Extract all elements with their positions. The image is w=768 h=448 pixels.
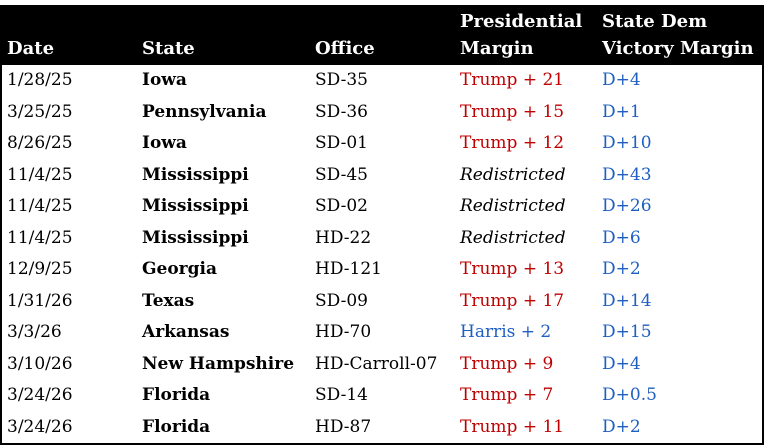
date-cell: 11/4/25 xyxy=(7,164,73,185)
date-cell: 3/3/26 xyxy=(7,322,62,342)
office-cell: SD-01 xyxy=(315,133,368,153)
table-row: 3/3/26 Arkansas HD-70 Harris + 2 D+15 xyxy=(2,317,762,349)
presidential-margin-cell: Trump + 15 xyxy=(460,101,565,122)
presidential-margin-cell: Trump + 21 xyxy=(460,70,565,90)
dem-victory-margin-cell: D+1 xyxy=(602,101,641,122)
date-cell: 12/9/25 xyxy=(7,259,73,279)
date-cell: 11/4/25 xyxy=(7,227,73,248)
dem-victory-margin-cell: D+43 xyxy=(602,164,652,185)
office-cell: HD-70 xyxy=(315,322,372,342)
table-row: 3/24/26 Florida HD-87 Trump + 11 D+2 xyxy=(2,412,762,444)
date-cell: 1/31/26 xyxy=(7,290,73,311)
dem-victory-margin-cell: D+0.5 xyxy=(602,385,657,405)
table-row: 12/9/25 Georgia HD-121 Trump + 13 D+2 xyxy=(2,254,762,286)
dem-victory-margin-cell: D+2 xyxy=(602,416,641,437)
date-cell: 1/28/25 xyxy=(7,70,73,90)
presidential-margin-cell: Redistricted xyxy=(460,227,566,248)
office-cell: HD-22 xyxy=(315,227,372,248)
elections-table: Date State Office Presidential Margin St… xyxy=(0,5,764,445)
presidential-margin-cell: Trump + 11 xyxy=(460,416,565,437)
dem-victory-margin-cell: D+4 xyxy=(602,353,641,374)
dem-victory-margin-cell: D+26 xyxy=(602,196,652,216)
presidential-margin-cell: Trump + 9 xyxy=(460,353,554,374)
header-state: State xyxy=(142,38,195,59)
date-cell: 8/26/25 xyxy=(7,133,73,153)
state-cell: Florida xyxy=(142,416,211,437)
state-cell: Florida xyxy=(142,385,211,405)
table-row: 11/4/25 Mississippi HD-22 Redistricted D+6 xyxy=(2,223,762,255)
table-row: 1/31/26 Texas SD-09 Trump + 17 D+14 xyxy=(2,286,762,318)
state-cell: Mississippi xyxy=(142,227,249,248)
dem-victory-margin-cell: D+10 xyxy=(602,133,652,153)
dem-victory-margin-cell: D+4 xyxy=(602,70,641,90)
office-cell: SD-45 xyxy=(315,164,368,185)
presidential-margin-cell: Trump + 17 xyxy=(460,290,565,311)
office-cell: HD-121 xyxy=(315,259,382,279)
dem-victory-margin-cell: D+15 xyxy=(602,322,652,342)
state-cell: Pennsylvania xyxy=(142,101,267,122)
state-cell: Iowa xyxy=(142,70,187,90)
state-cell: Arkansas xyxy=(142,322,230,342)
table-row: 11/4/25 Mississippi SD-02 Redistricted D+26 xyxy=(2,191,762,223)
presidential-margin-cell: Trump + 7 xyxy=(460,385,554,405)
date-cell: 3/24/26 xyxy=(7,416,73,437)
state-cell: Mississippi xyxy=(142,196,249,216)
office-cell: SD-14 xyxy=(315,385,368,405)
header-margin-line1: Presidential xyxy=(460,11,583,32)
date-cell: 3/25/25 xyxy=(7,101,73,122)
table-row: 3/10/26 New Hampshire HD-Carroll-07 Trump +… xyxy=(2,349,762,381)
header-office: Office xyxy=(315,38,375,59)
presidential-margin-cell: Trump + 12 xyxy=(460,133,565,153)
header-date: Date xyxy=(7,38,55,59)
presidential-margin-cell: Harris + 2 xyxy=(460,322,552,342)
office-cell: SD-02 xyxy=(315,196,368,216)
table-row: 3/25/25 Pennsylvania SD-36 Trump + 15 D+1 xyxy=(2,97,762,129)
table-row: 8/26/25 Iowa SD-01 Trump + 12 D+10 xyxy=(2,128,762,160)
dem-victory-margin-cell: D+6 xyxy=(602,227,641,248)
table-header: Date State Office Presidential Margin St… xyxy=(2,5,762,65)
presidential-margin-cell: Redistricted xyxy=(460,196,566,216)
table-body: 1/28/25 Iowa SD-35 Trump + 21 D+4 3/25/25 Penn… xyxy=(2,65,762,443)
office-cell: SD-36 xyxy=(315,101,368,122)
header-margin-line2: Margin xyxy=(460,38,534,59)
dem-victory-margin-cell: D+2 xyxy=(602,259,641,279)
header-victory-line1: State Dem xyxy=(602,11,708,32)
date-cell: 11/4/25 xyxy=(7,196,73,216)
date-cell: 3/10/26 xyxy=(7,353,73,374)
header-victory-line2: Victory Margin xyxy=(602,38,754,59)
state-cell: Georgia xyxy=(142,259,217,279)
presidential-margin-cell: Trump + 13 xyxy=(460,259,565,279)
table-row: 11/4/25 Mississippi SD-45 Redistricted D+43 xyxy=(2,160,762,192)
dem-victory-margin-cell: D+14 xyxy=(602,290,652,311)
table-row: 3/24/26 Florida SD-14 Trump + 7 D+0.5 xyxy=(2,380,762,412)
office-cell: SD-09 xyxy=(315,290,368,311)
state-cell: Texas xyxy=(142,290,195,311)
date-cell: 3/24/26 xyxy=(7,385,73,405)
office-cell: HD-Carroll-07 xyxy=(315,353,438,374)
state-cell: New Hampshire xyxy=(142,353,295,374)
office-cell: SD-35 xyxy=(315,70,368,90)
office-cell: HD-87 xyxy=(315,416,372,437)
state-cell: Iowa xyxy=(142,133,187,153)
table-row: 1/28/25 Iowa SD-35 Trump + 21 D+4 xyxy=(2,65,762,97)
presidential-margin-cell: Redistricted xyxy=(460,164,566,185)
state-cell: Mississippi xyxy=(142,164,249,185)
